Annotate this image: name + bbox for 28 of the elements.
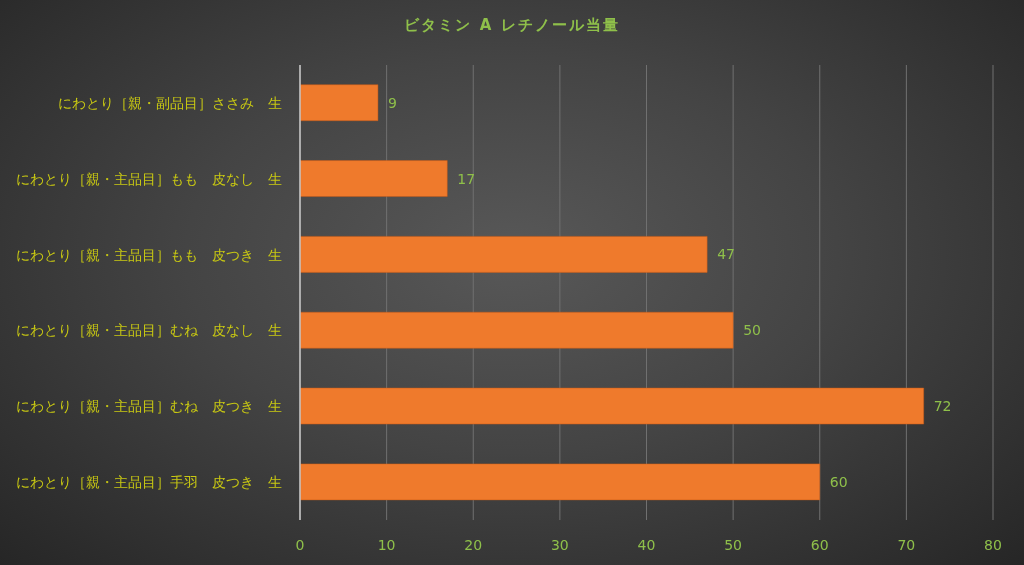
bar: [300, 311, 734, 349]
data-label: 47: [717, 246, 735, 263]
x-tick-label: 50: [724, 536, 743, 553]
bar: [300, 160, 448, 197]
data-label: 50: [743, 322, 761, 339]
x-tick-label: 80: [984, 536, 1002, 553]
bar: [300, 236, 708, 273]
x-tick-label: 40: [637, 536, 656, 553]
y-tick-label: にわとり［親・主品目］もも 皮つき 生: [16, 246, 282, 263]
x-tick-label: 30: [550, 536, 569, 553]
data-label: 60: [829, 473, 848, 490]
y-tick-label: にわとり［親・主品目］むね 皮つき 生: [16, 398, 282, 415]
x-tick-label: 70: [897, 536, 916, 553]
y-tick-label: にわとり［親・主品目］もも 皮なし 生: [16, 170, 282, 187]
data-label: 9: [387, 94, 397, 111]
x-tick-label: 0: [295, 536, 305, 553]
data-label: 17: [457, 170, 476, 187]
chart-title: ビタミン A レチノール当量: [403, 16, 621, 35]
x-tick-label: 20: [464, 536, 483, 553]
bar: [300, 84, 379, 121]
y-tick-label: にわとり［親・主品目］むね 皮なし 生: [16, 322, 282, 339]
data-label: 72: [933, 398, 952, 415]
bar: [300, 463, 820, 501]
x-tick-label: 60: [810, 536, 829, 553]
x-tick-label: 10: [377, 536, 396, 553]
y-tick-label: にわとり［親・副品目］ささみ 生: [58, 94, 282, 111]
y-tick-label: にわとり［親・主品目］手羽 皮つき 生: [16, 474, 282, 491]
bar: [300, 387, 924, 425]
